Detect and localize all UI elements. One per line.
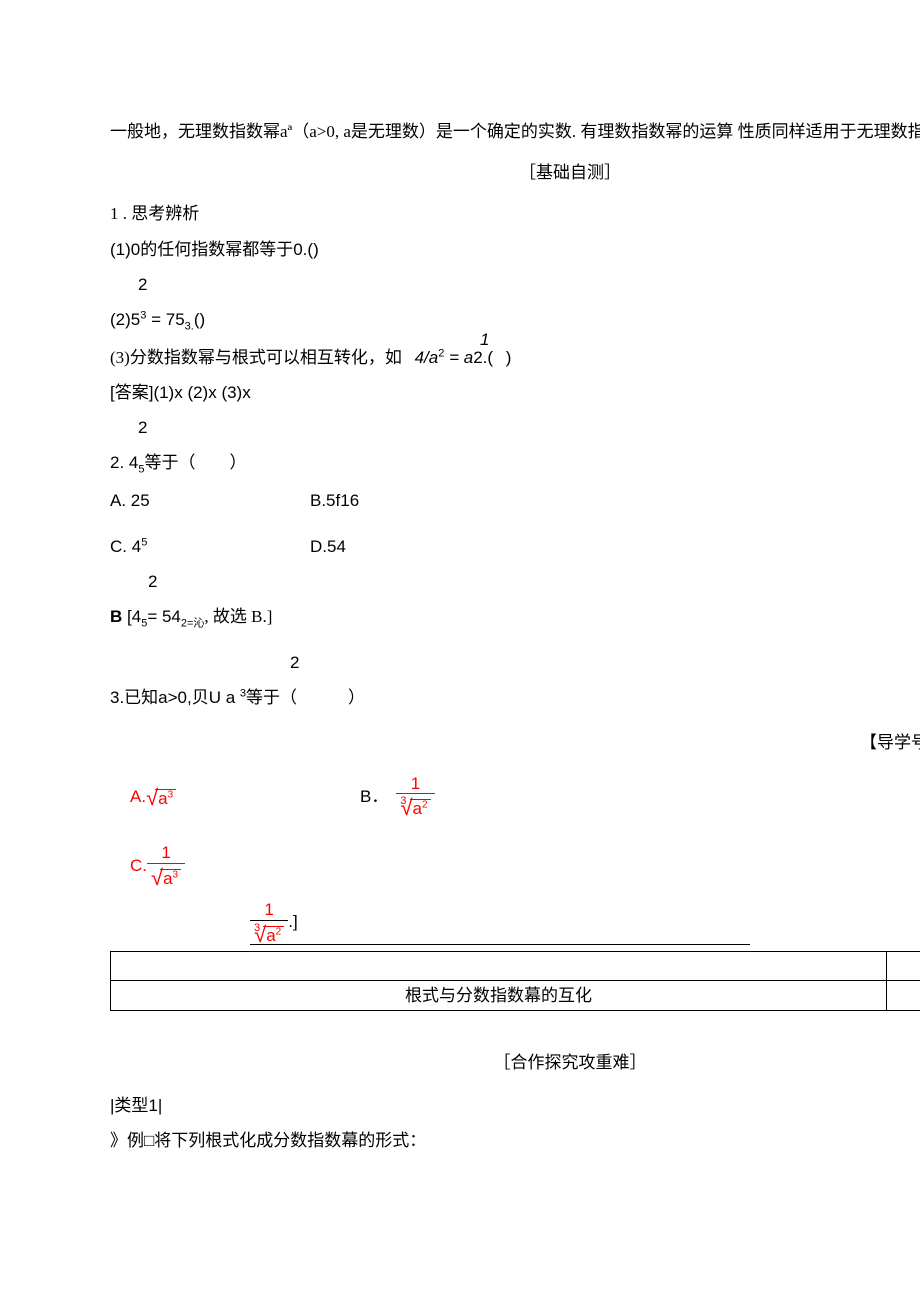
q1-p2-end: () xyxy=(194,310,205,329)
q3-optA-sqrt: √ a3 xyxy=(146,785,176,807)
q2-sol-tail: , 故选 B.] xyxy=(204,607,272,626)
q2-sup: 2 xyxy=(110,414,920,441)
q3-sol-radicand: a2 xyxy=(263,926,284,944)
q1-stem: 1 . 思考辨析 xyxy=(110,200,920,227)
q3-optC-frac: 1 √ a3 xyxy=(147,844,185,887)
table-cell-empty3 xyxy=(887,980,920,1010)
table-title-cell: 根式与分数指数幕的互化 xyxy=(111,980,887,1010)
q3-optA-radicand: a3 xyxy=(155,789,176,807)
explore-heading: ［合作探究攻重难］ xyxy=(110,1049,920,1076)
q3-row2: C. 1 √ a3 xyxy=(110,844,920,887)
q1-p1: (1)0的任何指数幂都等于0.() xyxy=(110,236,920,263)
q1-p3-eq: = a xyxy=(444,348,473,367)
q2-optC-sup: 5 xyxy=(141,536,147,548)
q1-answer: [答案](1)x (2)x (3)x xyxy=(110,379,920,406)
q2-stem: 2. 45等于（ ） xyxy=(110,449,920,479)
q3-sol-tail: .] xyxy=(288,912,297,931)
q3-optB-num: 1 xyxy=(396,775,434,795)
sqrt-icon: √ xyxy=(151,867,163,889)
q3-optC-label: C. xyxy=(130,852,147,879)
q3-optA-label: A. xyxy=(130,783,146,810)
q3-optA-exp: 3 xyxy=(168,790,174,801)
q3-sol-a: a xyxy=(266,926,275,945)
q2-optC-pre: C. 4 xyxy=(110,537,141,556)
q3-optB-label: B． xyxy=(360,783,388,810)
q3-row1: A. √ a3 B． 1 3 √ a2 xyxy=(110,775,920,819)
q3-stem: 3.已知a>0,贝U a 3等于（ ） xyxy=(110,684,920,711)
q3-optC-num: 1 xyxy=(147,844,185,864)
q2-sol-eq: = 54 xyxy=(147,607,181,626)
q2-solution: B [45= 542=沁, 故选 B.] xyxy=(110,603,920,633)
q2-optB: B.5f16 xyxy=(310,487,359,514)
q3-optB-frac: 1 3 √ a2 xyxy=(396,775,434,819)
q2-sol-sup: 2 xyxy=(110,568,920,595)
q1-p2-sub: 3. xyxy=(185,320,194,332)
q3-optA-a: a xyxy=(158,789,167,808)
q2-row1: A. 25 B.5f16 xyxy=(110,487,920,514)
q2-optA: A. 25 xyxy=(110,487,310,514)
q3-optB: B． 1 3 √ a2 xyxy=(360,775,435,819)
q3-sol-num: 1 xyxy=(250,901,288,921)
q1-p3-pre: (3)分数指数幂与根式可以相互转化，如 xyxy=(110,348,402,367)
q1-p2-main: (2)5 xyxy=(110,310,140,329)
q2-stem-pre: 2. 4 xyxy=(110,453,138,472)
q3-sup: 2 xyxy=(110,649,920,676)
q3-sol-exp: 2 xyxy=(276,926,282,937)
q1-p2: (2)53 = 753.() xyxy=(110,306,920,336)
q3-optC-radicand: a3 xyxy=(160,869,181,887)
q1-p3-close: ) xyxy=(506,348,512,367)
q2-optC: C. 45 xyxy=(110,533,310,560)
q3-stem-pre: 3.已知a>0,贝U a xyxy=(110,688,240,707)
q2-sol-pre: [4 xyxy=(122,607,141,626)
table-cell-empty2 xyxy=(887,951,920,980)
q3-optC-exp: 3 xyxy=(173,869,179,880)
basics-heading: ［基础自测］ xyxy=(110,159,920,186)
sqrt-icon: √ xyxy=(400,797,412,819)
q3-optC-a: a xyxy=(163,869,172,888)
q3-optB-exp: 2 xyxy=(422,800,428,811)
q1-p3-sup: 1 xyxy=(480,326,489,353)
sqrt-icon: √ xyxy=(146,787,158,809)
sqrt-icon: √ xyxy=(254,924,266,946)
q1-p2-exp: 3 xyxy=(140,309,146,321)
q3-sol-den: 3 √ a2 xyxy=(250,921,288,945)
q1-p2-sup: 2 xyxy=(110,271,920,298)
q2-stem-tail: 等于（ ） xyxy=(144,453,246,472)
q2-optD: D.54 xyxy=(310,533,346,560)
q2-row2: C. 45 D.54 xyxy=(110,533,920,560)
q3-stem-tail: 等于（ ） xyxy=(246,688,365,707)
q3-optB-a: a xyxy=(413,799,422,818)
section-table: 根式与分数指数幕的互化 xyxy=(110,951,920,1011)
q1-p2-tail: = 75 xyxy=(151,310,185,329)
guide-number: 【导学号：37102215】 xyxy=(110,729,920,756)
q2-sol-sub2: 2=沁 xyxy=(181,617,205,629)
q3-optC-den: √ a3 xyxy=(147,864,185,887)
q2-sol-B: B xyxy=(110,607,122,626)
example-stem: 》例□将下列根式化成分数指数幕的形式： xyxy=(110,1127,920,1154)
q3-optC: C. 1 √ a3 xyxy=(110,844,360,887)
type-label: |类型1| xyxy=(110,1092,920,1119)
q3-optA: A. √ a3 xyxy=(110,783,360,810)
q1-p3-mid: 4/a xyxy=(415,348,439,367)
q3-optB-den: 3 √ a2 xyxy=(396,794,434,818)
table-cell-empty1 xyxy=(111,951,887,980)
q3-solution-frac: 1 3 √ a2 .] xyxy=(250,901,920,945)
q1-p3: 1 (3)分数指数幂与根式可以相互转化，如 4/a2 = a2.( ) xyxy=(110,344,920,371)
intro-paragraph: 一般地，无理数指数幂aª（a>0, a是无理数）是一个确定的实数. 有理数指数幂… xyxy=(110,118,920,145)
